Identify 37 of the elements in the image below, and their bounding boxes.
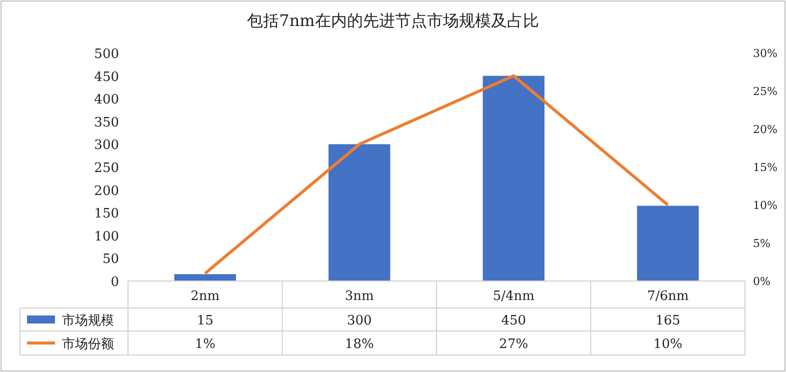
y-tick-label: 450 [94, 70, 119, 85]
y-tick-label: 350 [94, 115, 119, 130]
y2-tick-label: 0% [753, 275, 770, 288]
chart-title: 包括7nm在内的先进节点市场规模及占比 [247, 11, 539, 30]
y2-tick-label: 15% [753, 161, 778, 174]
x-tick-label: 2nm [190, 289, 220, 304]
x-tick-label: 5/4nm [492, 289, 534, 304]
bar [328, 144, 390, 281]
y-tick-label: 100 [94, 229, 119, 244]
data-label: 1% [194, 337, 216, 352]
x-tick-label: 7/6nm [647, 289, 689, 304]
data-label: 300 [346, 314, 372, 328]
y-tick-label: 0 [110, 275, 119, 290]
bar [637, 206, 699, 281]
data-label: 165 [655, 314, 680, 328]
y2-tick-label: 5% [753, 237, 770, 250]
y-tick-label: 400 [94, 92, 119, 108]
legend-label: 市场规模 [62, 314, 114, 328]
data-label: 18% [344, 337, 374, 352]
y2-tick-label: 30% [753, 47, 778, 60]
y-tick-label: 150 [94, 206, 119, 222]
x-tick-label: 3nm [344, 289, 374, 304]
data-label: 27% [499, 337, 528, 352]
y2-tick-label: 25% [753, 85, 778, 98]
data-label: 10% [653, 337, 682, 352]
bar [482, 76, 544, 281]
y-tick-label: 50 [102, 252, 119, 268]
bar [174, 274, 236, 281]
y-tick-label: 300 [94, 138, 119, 154]
y2-tick-label: 20% [753, 123, 778, 136]
y-tick-label: 500 [94, 47, 119, 62]
y-tick-label: 200 [94, 184, 119, 199]
data-label: 450 [501, 314, 526, 328]
legend-label: 市场份额 [62, 337, 114, 352]
y2-tick-label: 10% [753, 199, 778, 212]
data-label: 15 [196, 314, 214, 328]
y-tick-label: 250 [94, 161, 119, 176]
